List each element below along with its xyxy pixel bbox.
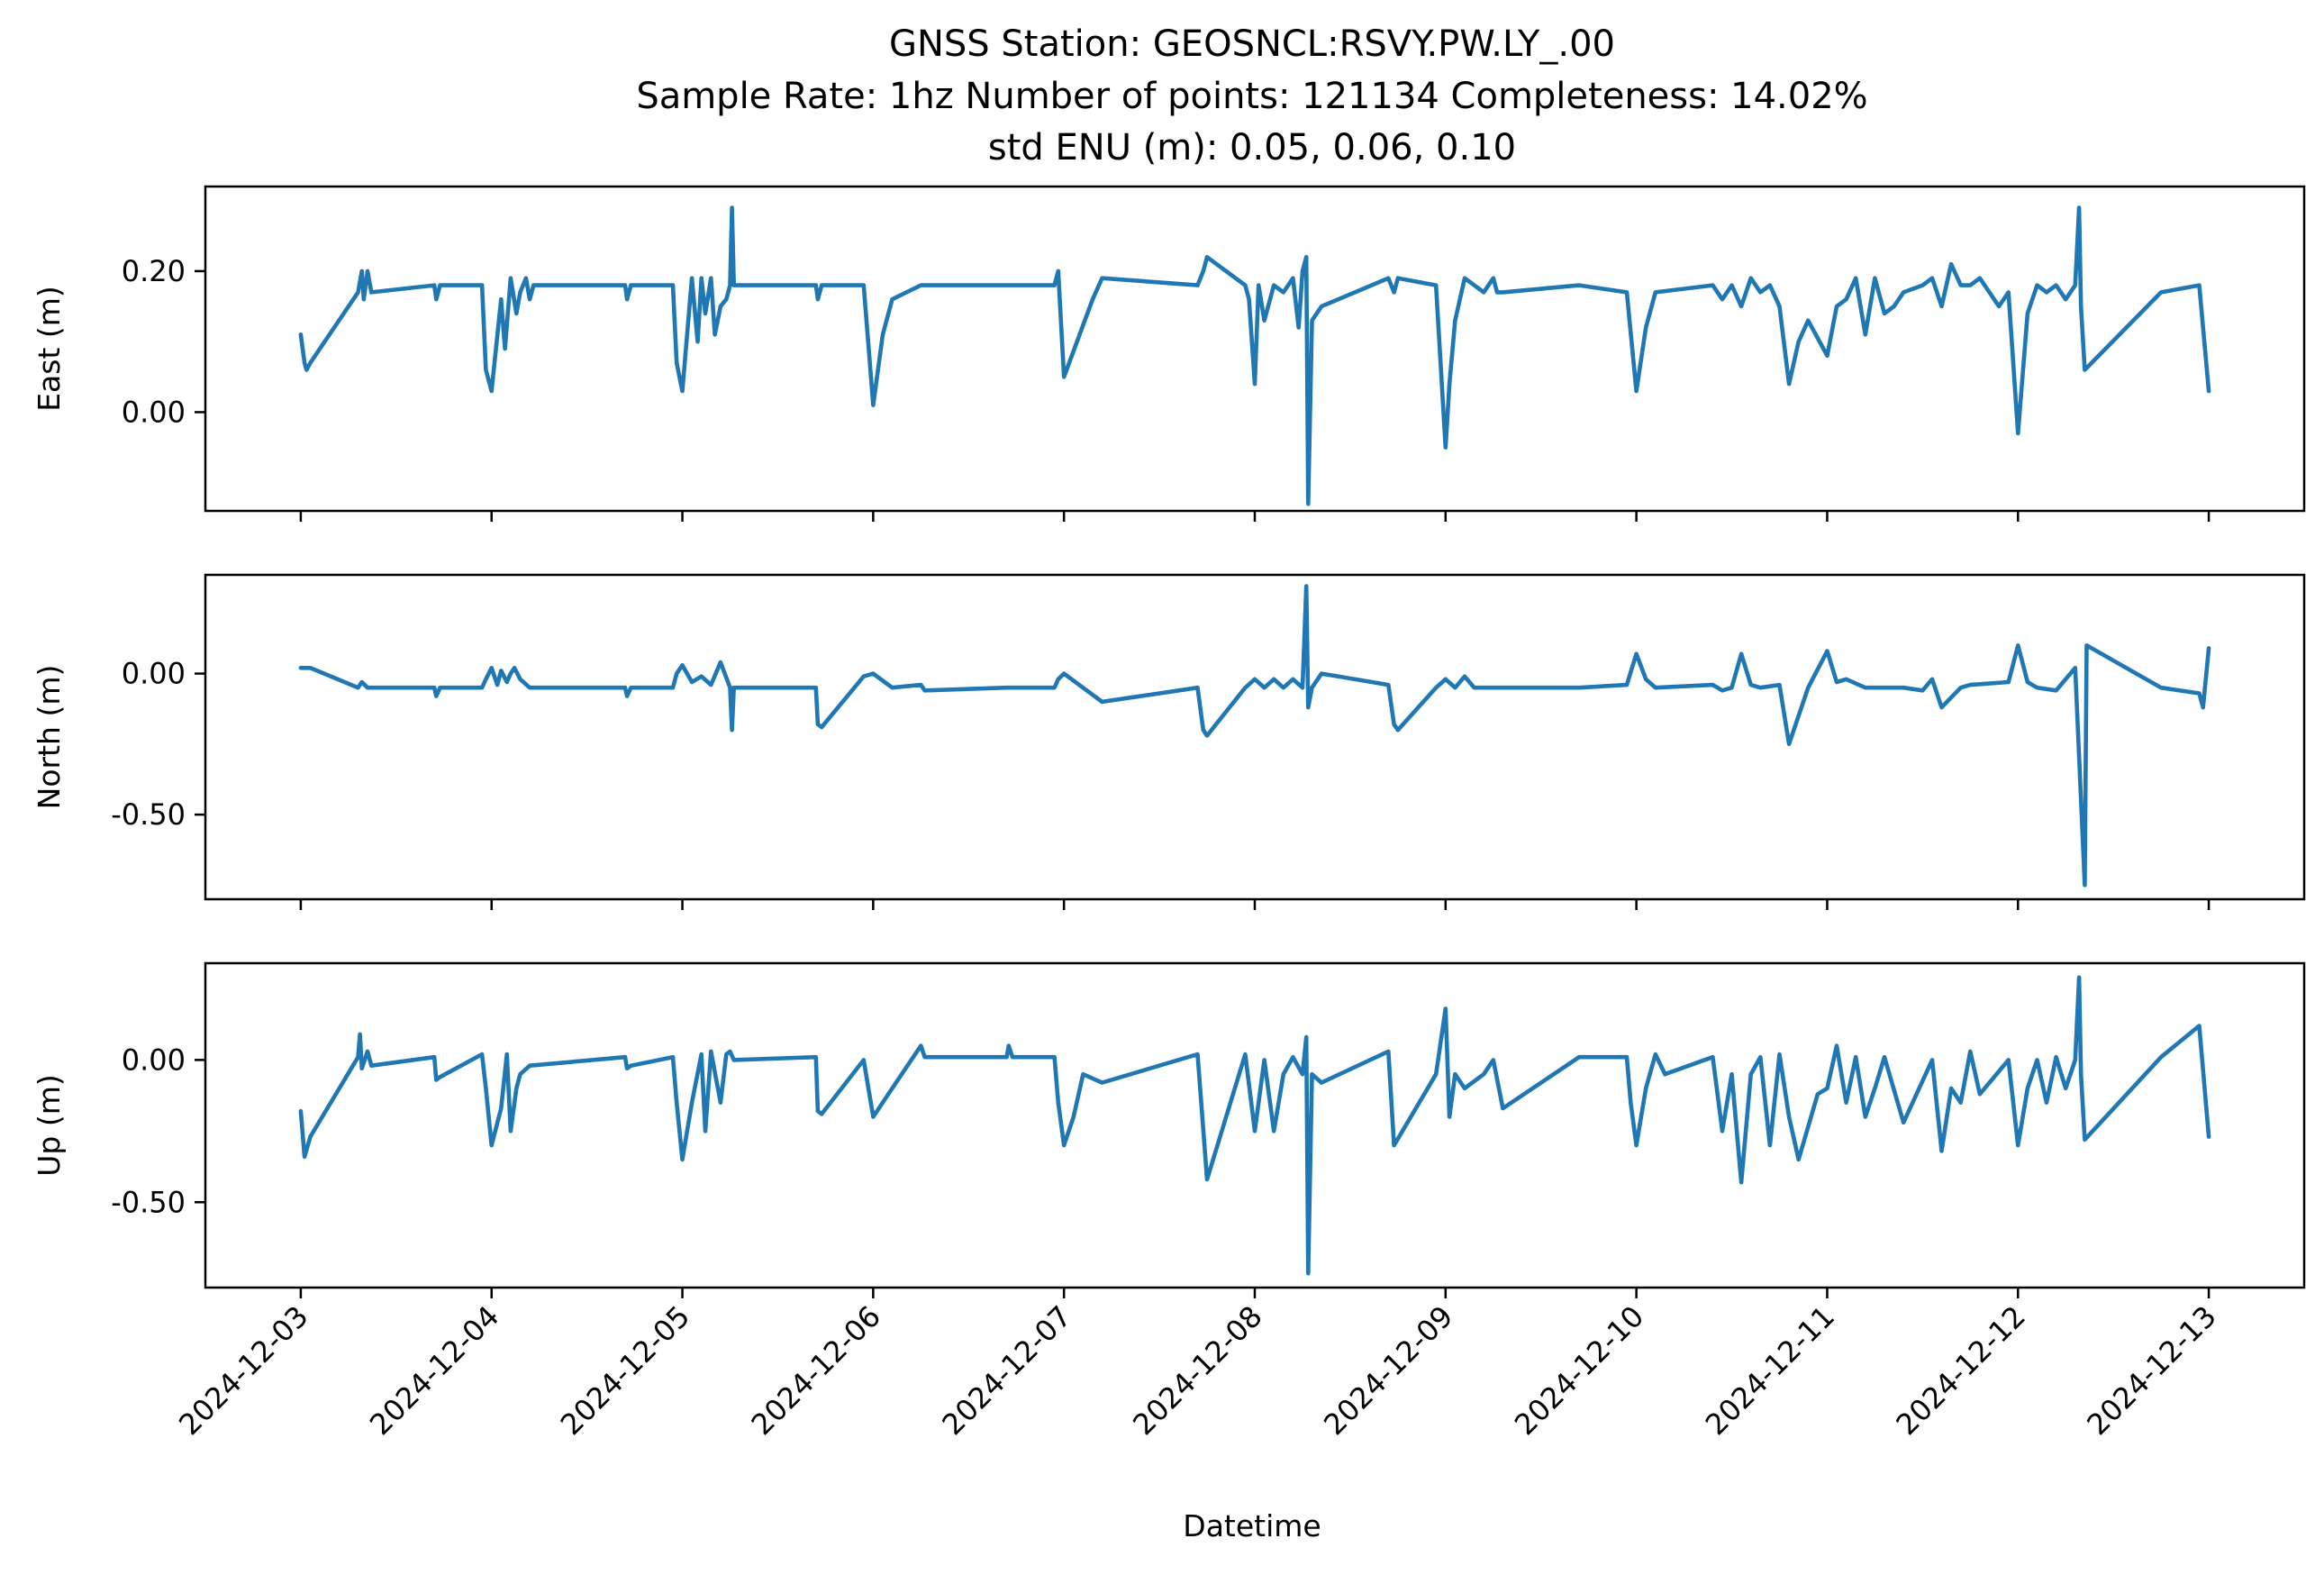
x-tick-label: 2024-12-07 xyxy=(935,1299,1077,1442)
x-tick-label: 2024-12-13 xyxy=(2080,1299,2222,1442)
y-axis-label: North (m) xyxy=(32,665,67,810)
series-line-1 xyxy=(298,205,2211,506)
x-tick-label: 2024-12-09 xyxy=(1317,1299,1459,1442)
x-tick-label: 2024-12-04 xyxy=(363,1299,505,1442)
series-line-2 xyxy=(298,584,2211,888)
x-tick-label: 2024-12-12 xyxy=(1890,1299,2032,1442)
x-tick-label: 2024-12-11 xyxy=(1699,1299,1841,1442)
y-tick-label: -0.50 xyxy=(111,797,186,832)
shared-x-axis: 2024-12-03 2024-12-04 2024-12-05 2024-12-06… xyxy=(172,1299,2223,1442)
x-tick-label: 2024-12-05 xyxy=(554,1299,696,1442)
y-tick-label: -0.50 xyxy=(111,1185,186,1219)
title-line-2: Sample Rate: 1hz Number of points: 12113… xyxy=(636,76,1867,117)
figure-title: GNSS Station: GEOSNCL:RSVY.PW.LY_.00 Sam… xyxy=(636,23,1867,168)
x-tick-label: 2024-12-10 xyxy=(1508,1299,1650,1442)
panel-frame xyxy=(204,573,2306,901)
series-line-3 xyxy=(298,975,2211,1276)
x-tick-label: 2024-12-06 xyxy=(745,1299,887,1442)
y-tick-label: 0.00 xyxy=(122,1042,186,1077)
title-line-3: std ENU (m): 0.05, 0.06, 0.10 xyxy=(988,127,1516,168)
y-tick-label: 0.00 xyxy=(122,395,186,429)
y-axis-label: Up (m) xyxy=(32,1074,67,1177)
x-axis-label: Datetime xyxy=(1183,1508,1321,1543)
x-tick-label: 2024-12-08 xyxy=(1126,1299,1268,1442)
panel-3: 0.00 -0.50 Up (m) xyxy=(32,961,2306,1298)
panel-2: 0.00 -0.50 North (m) xyxy=(32,573,2306,910)
panel-1: 0.00 0.20 East (m) xyxy=(32,185,2306,522)
title-line-1: GNSS Station: GEOSNCL:RSVY.PW.LY_.00 xyxy=(889,23,1615,65)
y-tick-label: 0.00 xyxy=(122,657,186,691)
y-axis-label: East (m) xyxy=(32,286,67,412)
x-tick-label: 2024-12-03 xyxy=(172,1299,314,1442)
y-tick-label: 0.20 xyxy=(122,254,186,288)
subplot-panels: 0.00 0.20 East (m) 0.00 -0.50 North (m) 0.00 -0… xyxy=(32,185,2306,1298)
